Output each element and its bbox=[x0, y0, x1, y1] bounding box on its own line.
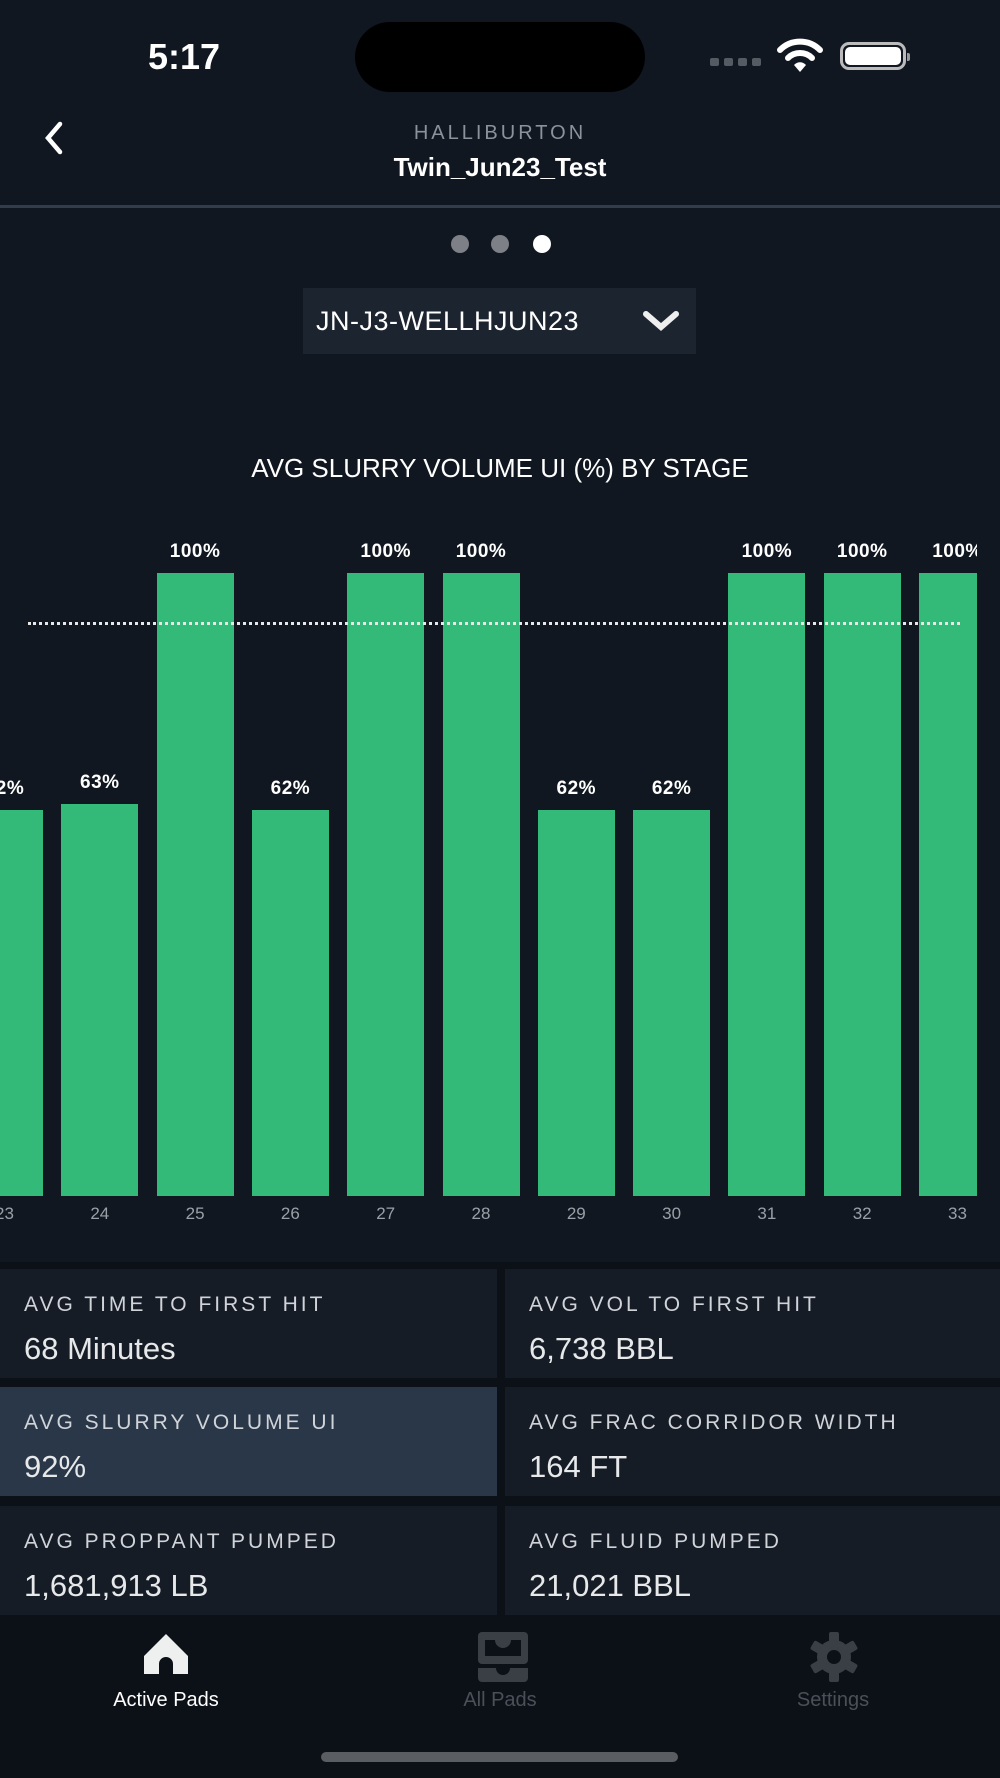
stat-value: 21,021 BBL bbox=[529, 1568, 692, 1603]
x-tick-label: 24 bbox=[90, 1204, 110, 1223]
bar-stage-29[interactable] bbox=[537, 809, 615, 1196]
bar-stage-31[interactable] bbox=[728, 573, 806, 1196]
bar-value-label: 63% bbox=[80, 771, 120, 793]
gear-icon bbox=[810, 1632, 858, 1682]
page-title: Twin_Jun23_Test bbox=[393, 152, 607, 182]
well-selector-dropdown[interactable]: JN-J3-WELLHJUN23 bbox=[303, 288, 696, 354]
bar-stage-28[interactable] bbox=[442, 573, 520, 1196]
x-tick-label: 28 bbox=[471, 1204, 491, 1223]
bar-value-label: 62% bbox=[270, 777, 311, 799]
bar-stage-27[interactable] bbox=[347, 573, 425, 1196]
x-tick-label: 30 bbox=[662, 1204, 682, 1223]
bar-value-label: 100% bbox=[836, 541, 888, 562]
bar-stage-33[interactable] bbox=[919, 573, 977, 1196]
x-tick-label: 27 bbox=[376, 1204, 396, 1223]
tab-settings[interactable]: Settings bbox=[713, 1632, 953, 1722]
stat-card-avg-slurry-volume-ui[interactable]: AVG SLURRY VOLUME UI 92% bbox=[0, 1387, 497, 1496]
stat-label: AVG PROPPANT PUMPED bbox=[24, 1530, 339, 1553]
stat-label: AVG FLUID PUMPED bbox=[529, 1530, 782, 1553]
home-icon bbox=[144, 1634, 188, 1674]
stat-card-avg-frac-corridor-width[interactable]: AVG FRAC CORRIDOR WIDTH 164 FT bbox=[505, 1387, 1000, 1496]
stat-value: 164 FT bbox=[529, 1449, 628, 1484]
stat-card-avg-fluid-pumped[interactable]: AVG FLUID PUMPED 21,021 BBL bbox=[505, 1506, 1000, 1615]
stat-value: 6,738 BBL bbox=[529, 1331, 674, 1366]
stat-value: 92% bbox=[24, 1449, 87, 1484]
bar-chart: 62% 23 63% 24 100% 25 62% 26 100% 27 100% 28 62% 29 62… bbox=[0, 530, 977, 1240]
x-tick-label: 33 bbox=[948, 1204, 967, 1223]
bar-value-label: 100% bbox=[741, 541, 793, 562]
page-indicator-dot[interactable] bbox=[491, 235, 509, 253]
bar-stage-25[interactable] bbox=[156, 573, 234, 1196]
bar-value-label: 62% bbox=[0, 777, 25, 799]
cellular-signal-icon bbox=[710, 58, 761, 66]
dynamic-island bbox=[355, 22, 645, 92]
status-time: 5:17 bbox=[148, 36, 221, 77]
bar-value-label: 100% bbox=[360, 541, 411, 562]
well-selector-value: JN-J3-WELLHJUN23 bbox=[316, 305, 580, 336]
x-tick-label: 26 bbox=[280, 1204, 300, 1223]
battery-icon bbox=[840, 42, 910, 70]
stat-label: AVG SLURRY VOLUME UI bbox=[24, 1411, 339, 1434]
x-tick-label: 25 bbox=[185, 1204, 205, 1223]
bar-value-label: 100% bbox=[169, 541, 221, 562]
stat-card-avg-vol-to-first-hit[interactable]: AVG VOL TO FIRST HIT 6,738 BBL bbox=[505, 1269, 1000, 1378]
home-indicator[interactable] bbox=[321, 1752, 678, 1762]
x-tick-label: 23 bbox=[0, 1204, 14, 1223]
x-tick-label: 32 bbox=[852, 1204, 872, 1223]
bar-stage-32[interactable] bbox=[823, 573, 901, 1196]
stat-label: AVG TIME TO FIRST HIT bbox=[24, 1293, 326, 1316]
page-indicator-dot[interactable] bbox=[451, 235, 469, 253]
stat-label: AVG FRAC CORRIDOR WIDTH bbox=[529, 1411, 899, 1434]
stat-value: 68 Minutes bbox=[24, 1331, 176, 1366]
x-tick-label: 31 bbox=[757, 1204, 777, 1223]
stat-label: AVG VOL TO FIRST HIT bbox=[529, 1293, 819, 1316]
bar-value-label: 62% bbox=[651, 777, 692, 799]
company-name: HALLIBURTON bbox=[413, 122, 587, 144]
bar-stage-24[interactable] bbox=[61, 803, 139, 1196]
header-divider bbox=[0, 205, 1000, 208]
average-line bbox=[28, 621, 960, 625]
wifi-icon bbox=[777, 38, 823, 72]
tab-label: All Pads bbox=[463, 1689, 537, 1711]
bar-value-label: 100% bbox=[455, 541, 507, 562]
stat-value: 1,681,913 LB bbox=[24, 1568, 209, 1603]
bar-stage-26[interactable] bbox=[251, 809, 329, 1196]
bar-value-label: 100% bbox=[932, 541, 977, 562]
tab-label: Active Pads bbox=[113, 1689, 219, 1711]
tab-active-pads[interactable]: Active Pads bbox=[46, 1632, 286, 1722]
bar-stage-23[interactable] bbox=[0, 809, 43, 1196]
back-button[interactable] bbox=[40, 118, 70, 158]
chevron-down-icon bbox=[643, 311, 679, 331]
stat-card-avg-time-to-first-hit[interactable]: AVG TIME TO FIRST HIT 68 Minutes bbox=[0, 1269, 497, 1378]
tab-label: Settings bbox=[796, 1689, 870, 1711]
inbox-tray-icon bbox=[478, 1632, 528, 1682]
tab-all-pads[interactable]: All Pads bbox=[380, 1632, 620, 1722]
bar-stage-30[interactable] bbox=[633, 809, 711, 1196]
stat-card-avg-proppant-pumped[interactable]: AVG PROPPANT PUMPED 1,681,913 LB bbox=[0, 1506, 497, 1615]
page-indicator-dot-active[interactable] bbox=[533, 235, 551, 253]
bar-value-label: 62% bbox=[556, 777, 597, 799]
x-tick-label: 29 bbox=[566, 1204, 586, 1223]
chart-title: AVG SLURRY VOLUME UI (%) BY STAGE bbox=[251, 453, 749, 483]
